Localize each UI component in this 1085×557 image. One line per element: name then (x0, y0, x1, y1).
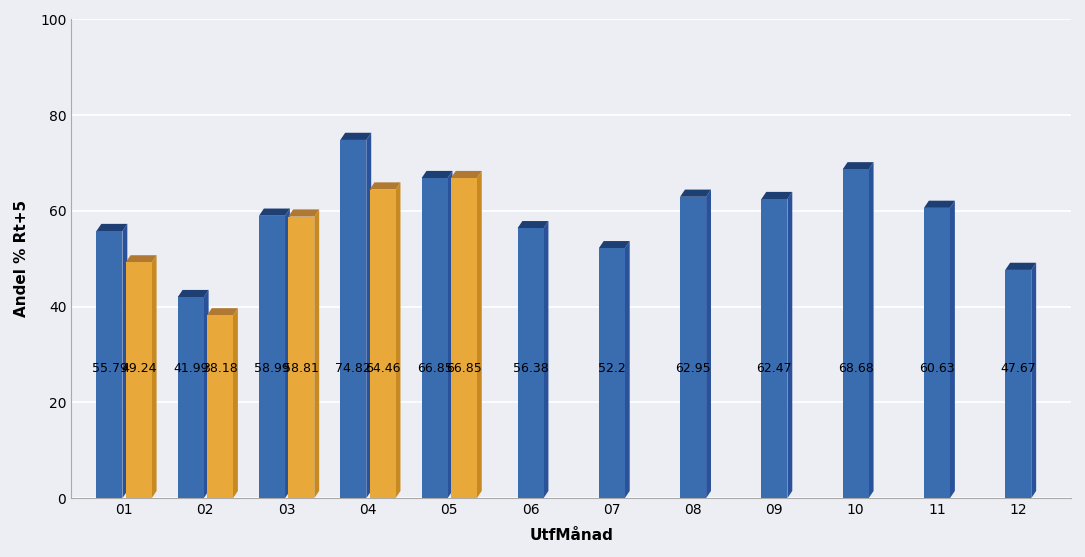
Bar (207, 315, 233, 498)
Text: 62.95: 62.95 (675, 363, 711, 375)
Polygon shape (788, 192, 792, 498)
Polygon shape (152, 255, 156, 498)
Text: 62.47: 62.47 (756, 363, 792, 375)
Polygon shape (706, 189, 711, 498)
Text: 58.99: 58.99 (254, 363, 290, 375)
Bar (843, 169, 869, 498)
Polygon shape (451, 171, 482, 178)
Bar (341, 140, 367, 498)
Polygon shape (477, 171, 482, 498)
Bar (289, 217, 315, 498)
Polygon shape (367, 133, 371, 498)
Polygon shape (762, 192, 792, 199)
Bar (599, 248, 625, 498)
Bar (126, 262, 152, 498)
Polygon shape (285, 208, 290, 498)
Bar (259, 216, 285, 498)
Bar (451, 178, 477, 498)
Polygon shape (422, 171, 452, 178)
Polygon shape (97, 224, 127, 231)
Bar (518, 228, 544, 498)
Polygon shape (259, 208, 290, 216)
Polygon shape (544, 221, 548, 498)
Text: 56.38: 56.38 (512, 363, 548, 375)
Bar (178, 297, 204, 498)
Polygon shape (123, 224, 127, 498)
Polygon shape (950, 201, 955, 498)
Text: 41.99: 41.99 (173, 363, 208, 375)
Bar (924, 208, 950, 498)
Polygon shape (204, 290, 208, 498)
X-axis label: UtfMånad: UtfMånad (529, 528, 613, 543)
Polygon shape (1031, 263, 1036, 498)
Bar (97, 231, 123, 498)
Text: 47.67: 47.67 (1000, 363, 1036, 375)
Polygon shape (1006, 263, 1036, 270)
Polygon shape (599, 241, 629, 248)
Polygon shape (315, 209, 319, 498)
Text: 58.81: 58.81 (283, 363, 319, 375)
Polygon shape (126, 255, 156, 262)
Polygon shape (625, 241, 629, 498)
Bar (762, 199, 788, 498)
Polygon shape (207, 308, 238, 315)
Bar (370, 189, 396, 498)
Text: 64.46: 64.46 (365, 363, 400, 375)
Polygon shape (680, 189, 711, 197)
Bar (422, 178, 448, 498)
Text: 66.85: 66.85 (446, 363, 482, 375)
Polygon shape (924, 201, 955, 208)
Text: 74.82: 74.82 (335, 363, 371, 375)
Polygon shape (843, 162, 873, 169)
Text: 66.85: 66.85 (417, 363, 452, 375)
Text: 55.79: 55.79 (91, 363, 127, 375)
Bar (680, 197, 706, 498)
Polygon shape (341, 133, 371, 140)
Y-axis label: Andel % Rt+5: Andel % Rt+5 (14, 200, 29, 317)
Text: 60.63: 60.63 (919, 363, 955, 375)
Polygon shape (869, 162, 873, 498)
Text: 38.18: 38.18 (202, 363, 238, 375)
Bar (1006, 270, 1031, 498)
Polygon shape (289, 209, 319, 217)
Text: 49.24: 49.24 (120, 363, 156, 375)
Polygon shape (396, 182, 400, 498)
Text: 68.68: 68.68 (838, 363, 873, 375)
Polygon shape (370, 182, 400, 189)
Polygon shape (233, 308, 238, 498)
Text: 52.2: 52.2 (598, 363, 626, 375)
Polygon shape (178, 290, 208, 297)
Polygon shape (518, 221, 548, 228)
Polygon shape (448, 171, 452, 498)
